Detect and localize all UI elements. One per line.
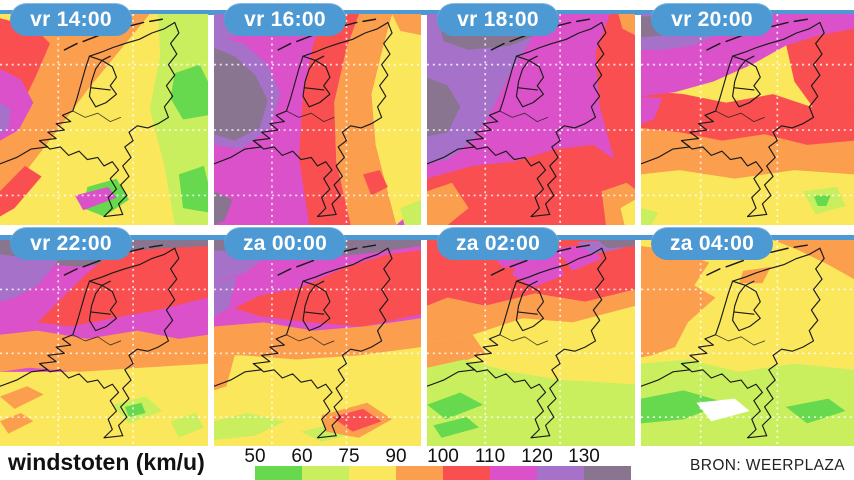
map-za-0000 — [214, 240, 421, 446]
legend-stop-120: 120 — [521, 446, 553, 467]
time-pill-vr-2200: vr 22:00 — [10, 227, 132, 260]
legend-stop-75: 75 — [338, 446, 360, 467]
legend-stop-100: 100 — [427, 446, 459, 467]
legend-title: windstoten (km/u) — [8, 449, 205, 475]
legend-stop-130: 130 — [568, 446, 600, 467]
legend-swatch-130 — [584, 466, 631, 480]
legend-color-scale — [255, 466, 631, 480]
legend-stop-90: 90 — [385, 446, 407, 467]
time-pill-vr-1400: vr 14:00 — [10, 3, 132, 36]
map-za-0200 — [427, 240, 635, 446]
map-vr-1600 — [214, 14, 421, 225]
legend-swatch-50 — [255, 466, 302, 480]
time-pill-vr-2000: vr 20:00 — [651, 3, 773, 36]
map-vr-2000 — [641, 14, 854, 225]
legend-swatch-100 — [443, 466, 490, 480]
timeline-bar-row2 — [0, 235, 854, 240]
legend-stop-60: 60 — [291, 446, 313, 467]
legend-stop-110: 110 — [474, 446, 506, 467]
time-pill-vr-1600: vr 16:00 — [224, 3, 346, 36]
legend-stop-50: 50 — [244, 446, 266, 467]
legend-swatch-60 — [302, 466, 349, 480]
time-pill-za-0400: za 04:00 — [651, 227, 773, 260]
time-pill-za-0200: za 02:00 — [437, 227, 559, 260]
legend-swatch-90 — [396, 466, 443, 480]
source-credit: BRON: WEERPLAZA — [690, 457, 845, 474]
legend-swatch-75 — [349, 466, 396, 480]
legend-swatch-110 — [490, 466, 537, 480]
map-vr-1800 — [427, 14, 635, 225]
map-vr-2200 — [0, 240, 208, 446]
map-za-0400 — [641, 240, 854, 446]
time-pill-vr-1800: vr 18:00 — [437, 3, 559, 36]
map-vr-1400 — [0, 14, 208, 225]
time-pill-za-0000: za 00:00 — [224, 227, 346, 260]
timeline-bar-row1 — [0, 10, 854, 15]
legend-swatch-120 — [537, 466, 584, 480]
